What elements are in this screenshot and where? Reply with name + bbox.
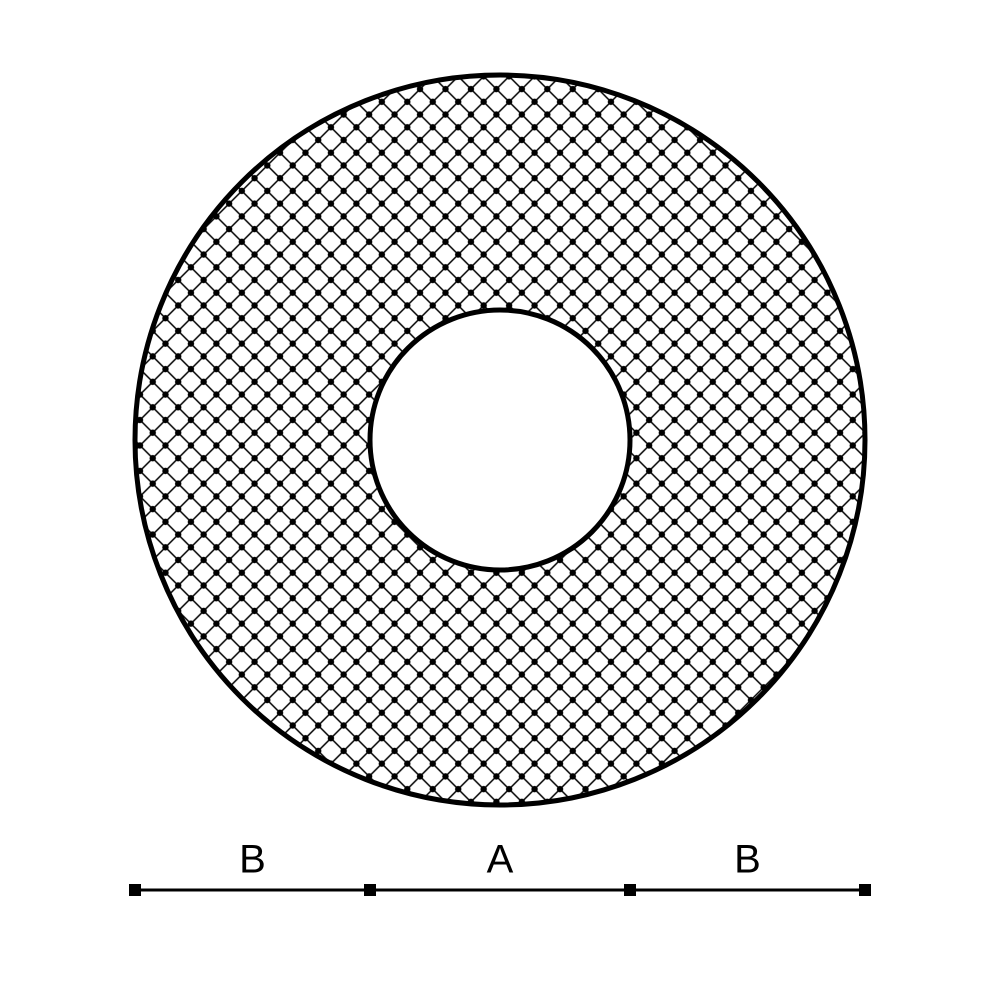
dimension-label-b-right: B — [734, 838, 761, 883]
dimension-label-a: A — [487, 838, 514, 883]
diagram-stage: B A B — [0, 0, 1000, 1000]
dimension-label-b-left: B — [239, 838, 266, 883]
